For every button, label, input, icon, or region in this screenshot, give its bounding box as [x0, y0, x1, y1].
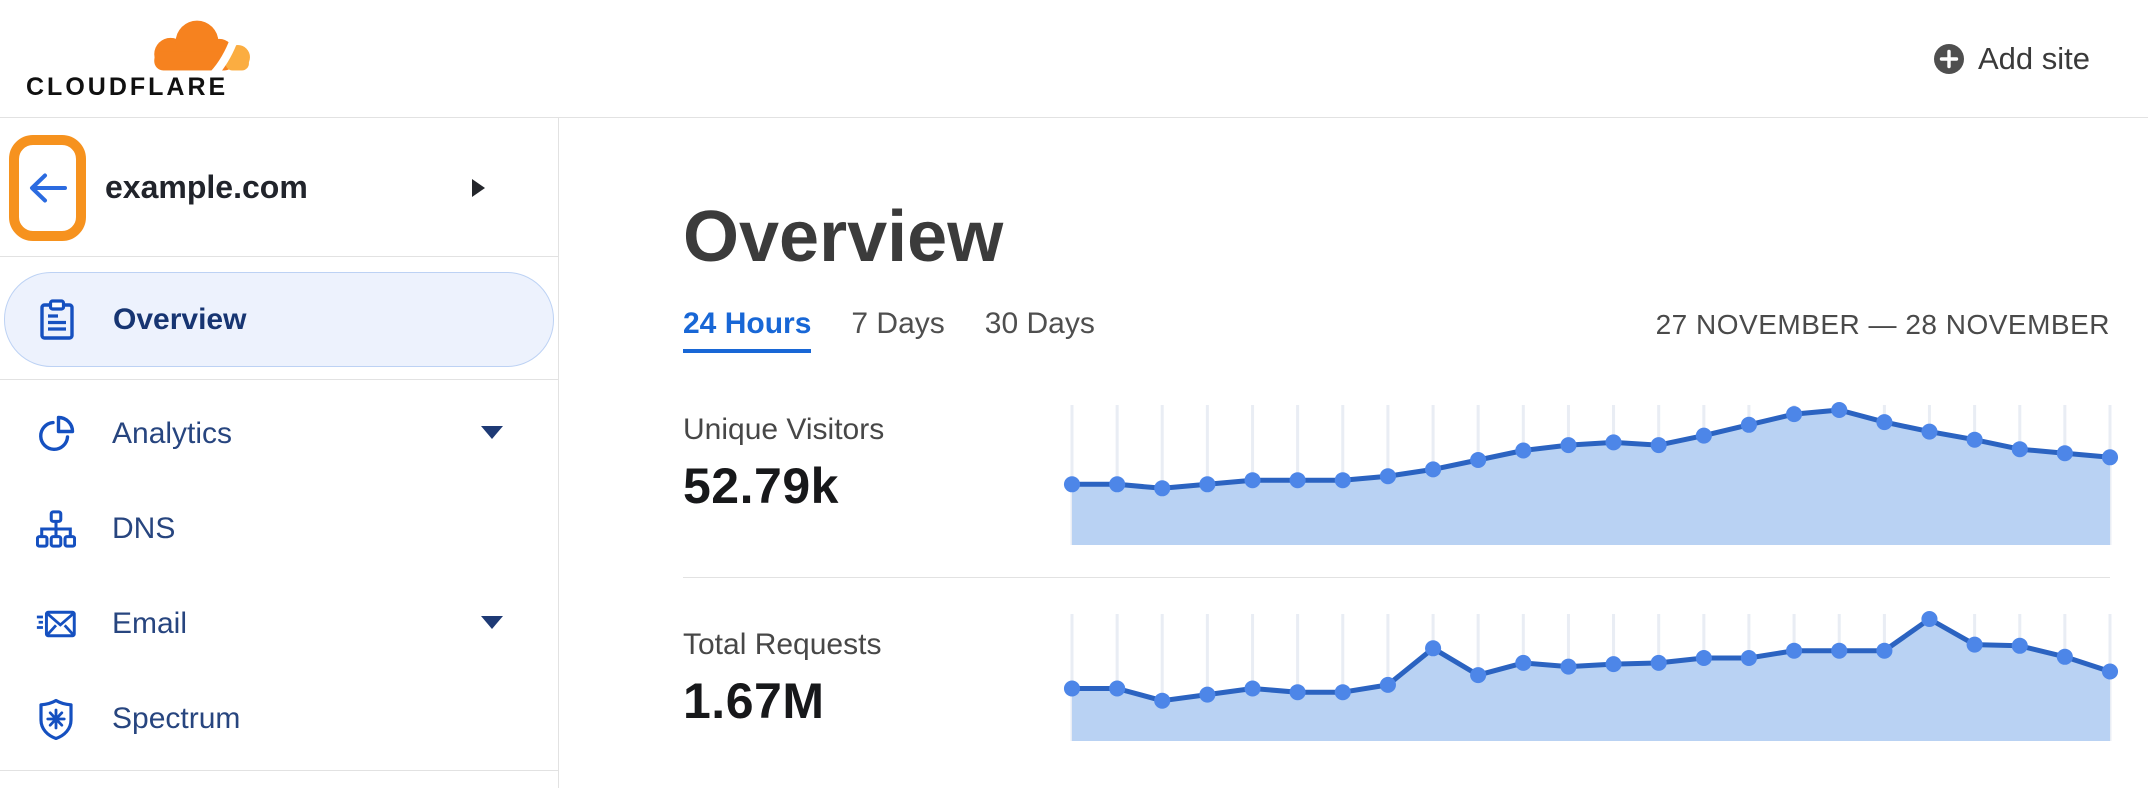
sidebar-item-analytics[interactable]: Analytics	[0, 386, 558, 481]
tab-7-days[interactable]: 7 Days	[851, 307, 945, 341]
total-requests-row: Total Requests 1.67M	[683, 611, 2119, 742]
sidebar-nav: Overview Analytics	[0, 257, 558, 771]
sidebar-divider	[0, 379, 558, 380]
chart-area	[1072, 619, 2110, 742]
plus-circle-icon	[1933, 43, 1964, 74]
sidebar-item-label: Email	[112, 606, 188, 640]
shield-icon	[36, 698, 76, 740]
unique-visitors-row: Unique Visitors 52.79k	[683, 402, 2119, 546]
top-header: CLOUDFLARE Add site	[0, 0, 2148, 118]
back-arrow-icon[interactable]	[27, 171, 69, 205]
chart-data-points	[1063, 611, 2119, 709]
site-name[interactable]: example.com	[105, 169, 308, 205]
unique-visitors-meta: Unique Visitors 52.79k	[683, 405, 1072, 545]
unique-visitors-chart[interactable]	[1063, 402, 2119, 546]
time-range-tabs: 24 Hours 7 Days 30 Days 27 NOVEMBER — 28…	[683, 307, 2110, 354]
tab-30-days[interactable]: 30 Days	[984, 307, 1095, 341]
row-divider	[683, 577, 2110, 579]
sidebar-item-label: Overview	[113, 302, 247, 336]
metric-label: Total Requests	[683, 628, 882, 662]
page-title: Overview	[683, 197, 1004, 277]
chart-data-points	[1063, 402, 2119, 497]
sidebar-item-label: Spectrum	[112, 701, 241, 735]
cloudflare-logo-text: CLOUDFLARE	[26, 72, 229, 101]
metric-value: 52.79k	[683, 458, 839, 515]
sidebar-item-spectrum[interactable]: Spectrum	[0, 671, 558, 766]
sidebar-item-dns[interactable]: DNS	[0, 481, 558, 576]
sidebar-item-label: Analytics	[112, 416, 233, 450]
email-envelope-icon	[36, 603, 76, 645]
sidebar-item-email[interactable]: Email	[0, 576, 558, 671]
chart-area	[1072, 410, 2110, 546]
metric-value: 1.67M	[683, 673, 825, 730]
tab-24-hours[interactable]: 24 Hours	[683, 307, 812, 354]
main-content: Overview 24 Hours 7 Days 30 Days 27 NOVE…	[559, 118, 2148, 788]
sidebar-item-label: DNS	[112, 511, 176, 545]
total-requests-meta: Total Requests 1.67M	[683, 614, 1072, 741]
pie-chart-icon	[36, 413, 76, 455]
back-button-annotation	[9, 135, 86, 241]
sidebar: example.com Overview	[0, 118, 559, 788]
cloudflare-cloud-icon	[140, 20, 252, 73]
chevron-right-icon[interactable]	[472, 179, 485, 197]
add-site-label: Add site	[1977, 40, 2090, 76]
total-requests-chart[interactable]	[1063, 611, 2119, 742]
date-range-label: 27 NOVEMBER — 28 NOVEMBER	[1655, 309, 2110, 341]
clipboard-icon	[37, 298, 77, 341]
sidebar-item-overview[interactable]: Overview	[4, 272, 554, 367]
chevron-down-icon[interactable]	[481, 426, 503, 439]
add-site-button[interactable]: Add site	[1933, 41, 2090, 77]
cloudflare-logo[interactable]: CLOUDFLARE	[24, 11, 264, 107]
site-selector-row: example.com	[0, 118, 558, 257]
dns-tree-icon	[36, 508, 76, 550]
chevron-down-icon[interactable]	[481, 616, 503, 629]
metric-label: Unique Visitors	[683, 413, 885, 447]
sidebar-divider	[0, 770, 558, 771]
